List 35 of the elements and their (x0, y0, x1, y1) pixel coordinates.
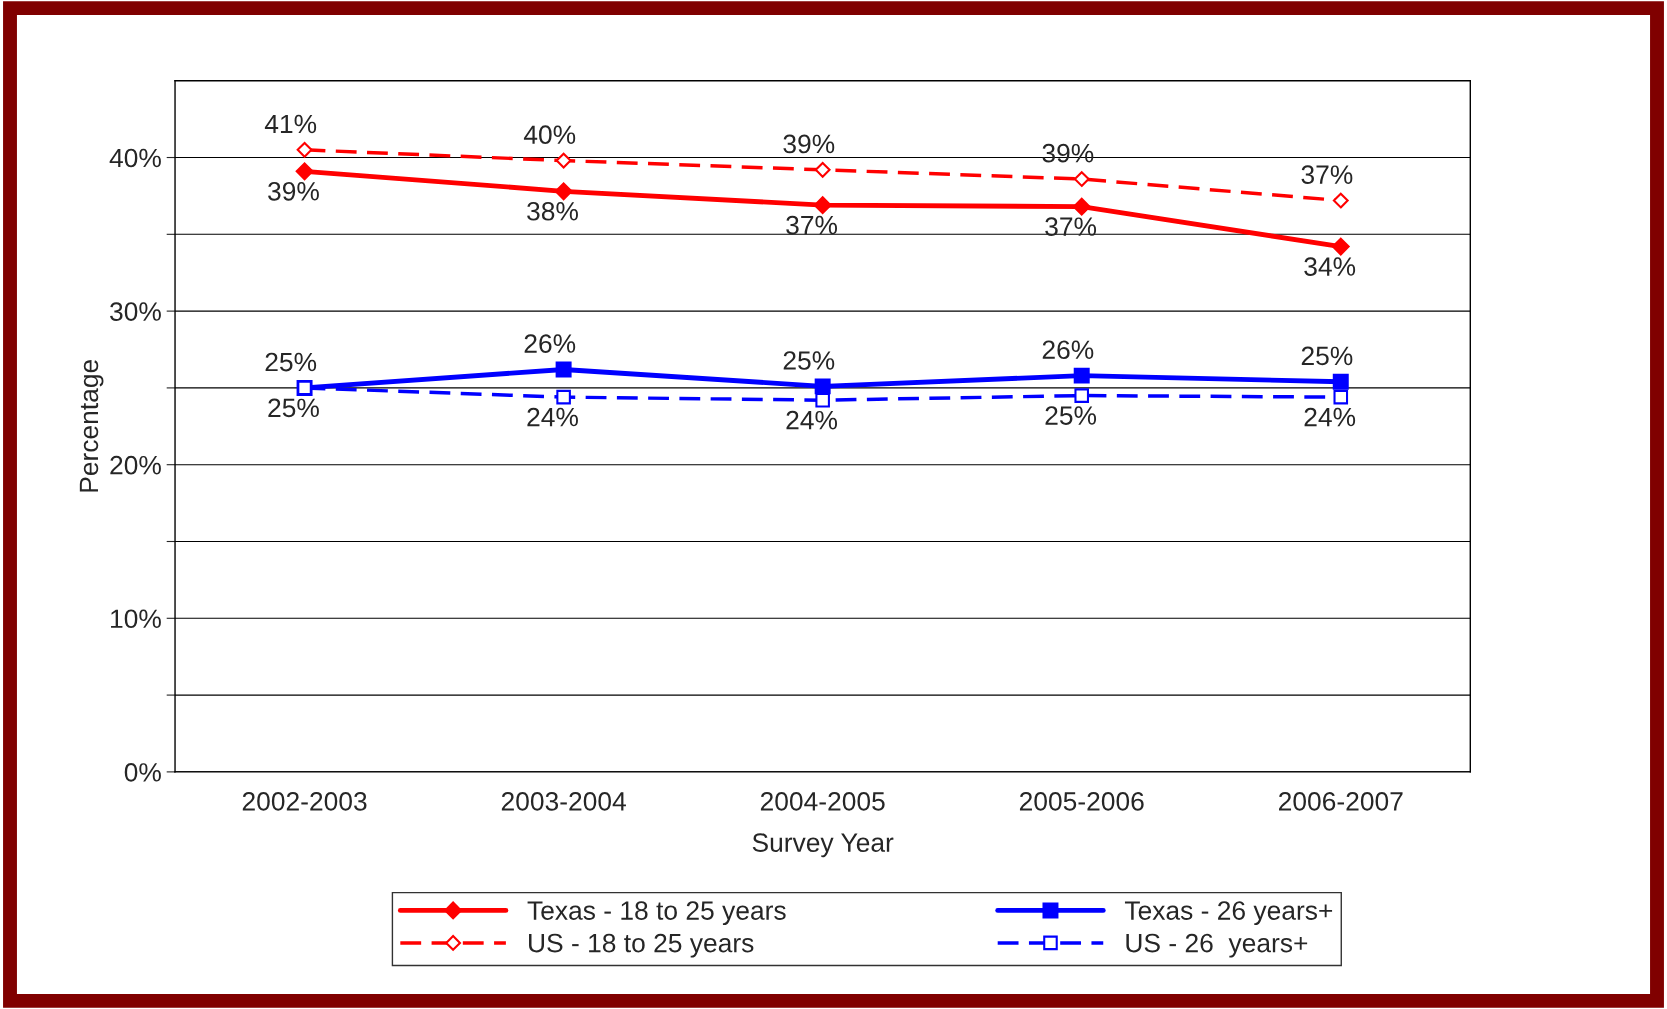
data-label: 24% (786, 410, 838, 430)
x-tick-label: 2002-2003 (242, 792, 367, 811)
data-label: 25% (1045, 406, 1097, 425)
data-label: 25% (783, 351, 835, 370)
x-tick-label: 2004-2005 (760, 792, 885, 811)
data-label: 39% (268, 181, 319, 201)
legend-label: US - 18 to 25 years (529, 933, 754, 958)
data-label: 25% (265, 352, 317, 372)
x-tick-label: 2003-2004 (501, 792, 626, 811)
y-tick-label: 40% (109, 148, 161, 168)
x-tick-label: 2005-2006 (1019, 792, 1144, 811)
x-tick-label: 2006-2007 (1279, 792, 1403, 811)
data-label: 25% (268, 398, 319, 418)
y-tick-label: 30% (110, 302, 161, 321)
data-label: 39% (783, 134, 835, 154)
data-label: 38% (527, 201, 578, 221)
data-label: 24% (527, 407, 578, 427)
x-axis-title: Survey Year (752, 833, 894, 858)
y-tick-label: 10% (111, 609, 161, 629)
y-tick-label: 0% (124, 763, 161, 782)
data-label: 25% (1301, 346, 1353, 366)
legend-label: Texas - 18 to 25 years (527, 901, 786, 926)
data-label: 40% (523, 125, 576, 145)
data-label: 26% (1042, 340, 1094, 360)
data-label: 37% (1301, 165, 1353, 184)
data-label: 24% (1304, 407, 1356, 427)
y-tick-label: 20% (110, 455, 161, 475)
data-label: 34% (1304, 257, 1356, 276)
data-label: 41% (264, 114, 317, 134)
data-label: 26% (524, 334, 576, 353)
legend-label: US - 26 years+ (1126, 933, 1308, 958)
legend-label: Texas - 26 years+ (1124, 901, 1333, 926)
data-label: 37% (786, 215, 838, 235)
data-label: 37% (1045, 217, 1097, 236)
y-axis-title: Percentage (79, 359, 104, 492)
